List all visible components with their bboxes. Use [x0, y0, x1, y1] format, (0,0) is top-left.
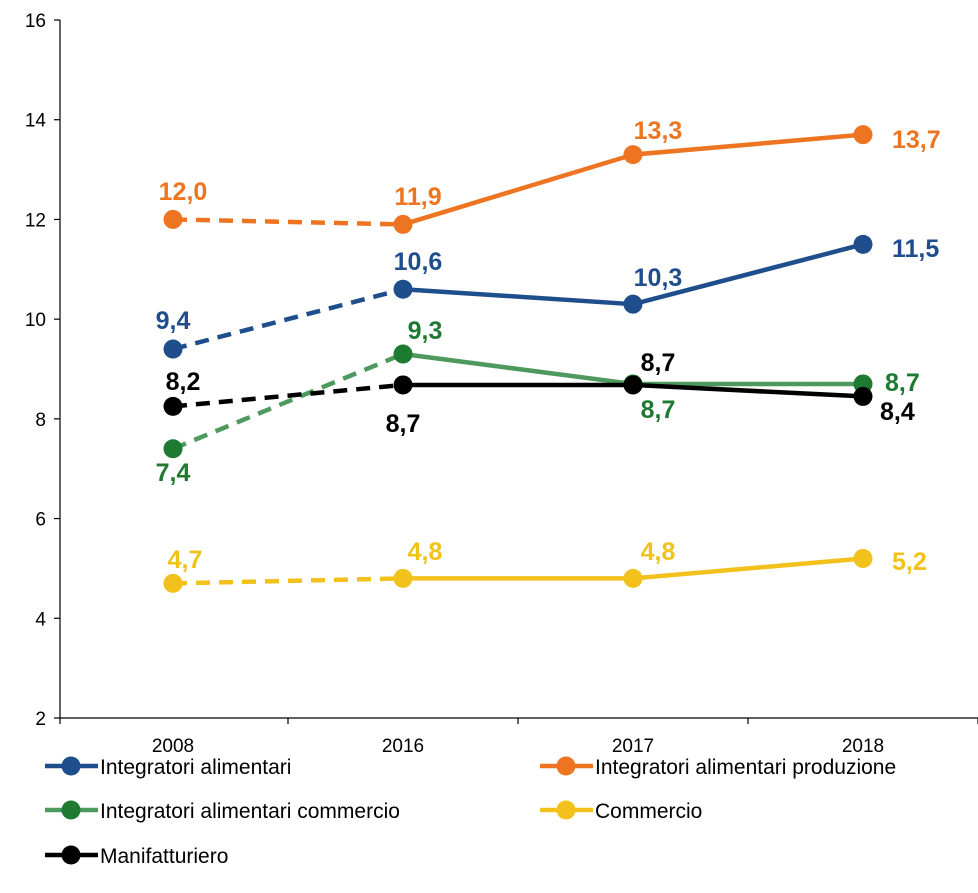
series-line-dashed: [172, 382, 404, 409]
data-label: 11,9: [394, 183, 441, 211]
data-label: 13,3: [634, 117, 683, 145]
legend-item: Integratori alimentari commercio: [45, 800, 400, 823]
data-label: 8,2: [166, 368, 201, 396]
data-point: [163, 209, 183, 229]
data-point: [393, 214, 413, 234]
y-tick-label: 12: [25, 210, 46, 231]
data-label: 4,7: [168, 546, 203, 574]
data-label: 9,4: [156, 307, 191, 335]
y-tick-label: 14: [25, 111, 47, 132]
legend-label: Commercio: [595, 800, 702, 823]
data-point: [623, 568, 643, 588]
data-label: 8,7: [885, 369, 920, 397]
legend-item: Integratori alimentari: [45, 756, 291, 779]
legend-item: Manifatturiero: [45, 845, 228, 868]
x-tick-label: 2018: [842, 736, 884, 757]
legend-swatch-marker: [61, 845, 81, 865]
legend-swatch-marker: [61, 800, 81, 820]
data-label: 9,3: [408, 317, 443, 345]
data-point: [163, 573, 183, 593]
data-label: 8,7: [641, 349, 676, 377]
data-label: 12,0: [159, 178, 208, 206]
series-line-dashed: [172, 287, 404, 352]
data-labels: 9,4 10,6 10,3 11,5 12,0 11,9 13,3 13,7 7,4 9,3 8,7…: [156, 117, 941, 576]
data-point: [393, 568, 413, 588]
x-tick-label: 2017: [612, 736, 654, 757]
chart-axes: [59, 20, 978, 719]
data-label: 10,3: [634, 264, 683, 292]
data-point: [163, 396, 183, 416]
data-point: [853, 548, 873, 568]
legend-item: Integratori alimentari produzione: [540, 756, 896, 779]
series-lines: [163, 125, 873, 593]
legend-label: Integratori alimentari commercio: [100, 800, 400, 823]
data-point: [623, 145, 643, 165]
y-axis-ticks: 2 4 6 8 10 12 14 16: [25, 11, 60, 730]
data-point: [163, 439, 183, 459]
series-3: [163, 548, 873, 593]
y-tick-label: 2: [35, 709, 46, 730]
y-tick-label: 16: [25, 11, 46, 32]
data-point: [393, 375, 413, 395]
x-axis-ticks: 2008 2016 2017 2018: [59, 718, 978, 757]
data-label: 4,8: [641, 538, 676, 566]
data-label: 8,4: [880, 398, 915, 426]
data-label: 13,7: [892, 126, 941, 154]
legend-item: Commercio: [540, 800, 702, 823]
legend: Integratori alimentari Integratori alimen…: [45, 756, 896, 868]
data-label: 10,6: [394, 248, 443, 276]
data-point: [623, 375, 643, 395]
series-4: [163, 375, 873, 416]
data-label: 8,7: [641, 396, 676, 424]
series-1: [163, 125, 873, 234]
data-label: 8,7: [386, 410, 421, 438]
legend-swatch-marker: [61, 756, 81, 776]
data-point: [393, 344, 413, 364]
data-point: [853, 125, 873, 145]
data-label: 11,5: [892, 235, 939, 263]
data-point: [853, 234, 873, 254]
legend-label: Integratori alimentari: [100, 756, 291, 779]
data-point: [393, 279, 413, 299]
data-label: 4,8: [408, 538, 443, 566]
y-tick-label: 6: [35, 510, 46, 531]
series-line-dashed: [172, 351, 404, 451]
x-tick-label: 2008: [152, 736, 194, 757]
series-line-dashed: [172, 217, 404, 227]
series-line-dashed: [172, 576, 404, 586]
data-point: [623, 294, 643, 314]
series-2: [163, 344, 873, 459]
legend-label: Integratori alimentari produzione: [595, 756, 896, 779]
legend-swatch-marker: [556, 756, 576, 776]
data-point: [163, 339, 183, 359]
data-label: 5,2: [892, 548, 927, 576]
y-tick-label: 10: [25, 310, 46, 331]
y-tick-label: 4: [35, 609, 46, 630]
legend-swatch-marker: [556, 800, 576, 820]
data-point: [853, 386, 873, 406]
x-tick-label: 2016: [382, 736, 424, 757]
legend-label: Manifatturiero: [100, 845, 228, 868]
y-tick-label: 8: [35, 410, 46, 431]
data-label: 7,4: [156, 459, 191, 487]
series-0: [163, 234, 873, 359]
